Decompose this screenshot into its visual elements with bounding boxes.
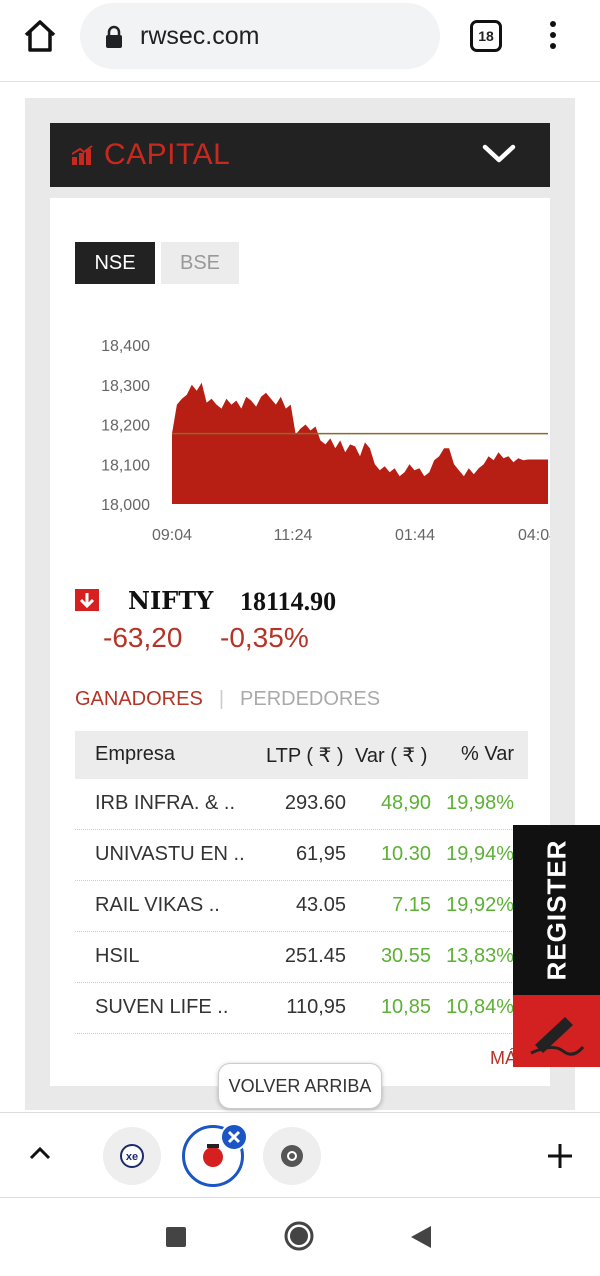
y-tick-label: 18,000: [101, 497, 150, 514]
header-var: Var ( ₹ ): [355, 745, 428, 767]
browser-toolbar: rwsec.com 18: [0, 0, 600, 82]
register-side-tab[interactable]: REGISTER: [513, 825, 600, 995]
tab-bse[interactable]: BSE: [161, 242, 239, 284]
home-icon[interactable]: [20, 18, 60, 54]
var-value: 7.15: [392, 894, 431, 916]
ltp-value: 61,95: [295, 843, 346, 865]
home-nav-icon[interactable]: [283, 1220, 315, 1257]
chevron-down-icon[interactable]: [482, 143, 516, 170]
down-arrow-icon: [75, 589, 99, 611]
lock-icon: [104, 25, 124, 54]
y-tick-label: 18,300: [101, 378, 150, 395]
android-nav-bar: [0, 1198, 600, 1276]
x-tick-label: 04:04: [518, 527, 550, 544]
pct-value: 19,92%: [446, 894, 514, 916]
ltp-value: 110,95: [286, 996, 346, 1018]
ltp-value: 251.45: [284, 945, 346, 967]
header-company: Empresa: [95, 743, 176, 765]
header-pct: % Var: [461, 743, 514, 765]
section-title: CAPITAL: [104, 138, 231, 171]
table-row[interactable]: IRB INFRA. & .. 293.60 48,90 19,98%: [75, 779, 528, 830]
x-tick-label: 09:04: [152, 527, 192, 544]
table-row[interactable]: UNIVASTU EN .. 61,95 10.30 19,94%: [75, 830, 528, 881]
tab-favicon-active[interactable]: [182, 1125, 244, 1187]
company-name[interactable]: RAIL VIKAS ..: [95, 894, 220, 916]
table-row[interactable]: SUVEN LIFE .. 110,95 10,85 10,84%: [75, 983, 528, 1034]
table-row[interactable]: RAIL VIKAS .. 43.05 7.15 19,92%: [75, 881, 528, 932]
x-tick-label: 01:44: [395, 527, 435, 544]
pct-value: 19,98%: [446, 792, 514, 814]
y-tick-label: 18,400: [101, 338, 150, 355]
pct-value: 13,83%: [446, 945, 514, 967]
tab-favicon-chrome[interactable]: [263, 1127, 321, 1185]
x-tick-label: 11:24: [274, 527, 313, 544]
table-row[interactable]: HSIL 251.45 30.55 13,83%: [75, 932, 528, 983]
recents-icon[interactable]: [165, 1226, 187, 1253]
company-name[interactable]: SUVEN LIFE ..: [95, 996, 229, 1018]
tab-losers[interactable]: PERDEDORES: [240, 688, 381, 710]
ltp-value: 43.05: [295, 894, 346, 916]
ltp-value: 293.60: [284, 792, 346, 814]
pct-value: 10,84%: [446, 996, 514, 1018]
index-value: 18114.90: [240, 587, 337, 616]
tab-favicon-xe[interactable]: xe: [103, 1127, 161, 1185]
back-to-top-button[interactable]: VOLVER ARRIBA: [218, 1063, 382, 1109]
tab-nse[interactable]: NSE: [75, 242, 155, 284]
back-nav-icon[interactable]: [410, 1225, 432, 1254]
gainers-table: Empresa LTP ( ₹ ) Var ( ₹ ) % Var IRB IN…: [75, 731, 528, 1034]
signature-pen-icon[interactable]: [513, 995, 600, 1067]
y-tick-label: 18,100: [101, 457, 150, 474]
company-name[interactable]: IRB INFRA. & ..: [95, 792, 236, 814]
table-header: Empresa LTP ( ₹ ) Var ( ₹ ) % Var: [75, 731, 528, 779]
movers-tabs: GANADORES | PERDEDORES: [75, 688, 380, 711]
close-tab-icon[interactable]: [220, 1123, 248, 1151]
tab-switcher-button[interactable]: 18: [470, 20, 502, 52]
address-bar[interactable]: rwsec.com: [80, 3, 440, 69]
tab-strip: xe: [0, 1112, 600, 1198]
pct-value: 19,94%: [446, 843, 514, 865]
register-label: REGISTER: [541, 839, 572, 981]
company-name[interactable]: UNIVASTU EN ..: [95, 843, 245, 865]
var-value: 10.30: [380, 843, 431, 865]
var-value: 48,90: [380, 792, 431, 814]
tab-separator: |: [218, 688, 225, 710]
y-tick-label: 18,200: [101, 418, 150, 435]
capital-section-header[interactable]: CAPITAL: [50, 123, 550, 187]
tab-gainers[interactable]: GANADORES: [75, 688, 203, 710]
company-name[interactable]: HSIL: [95, 945, 140, 967]
url-text: rwsec.com: [140, 22, 260, 50]
var-value: 10,85: [380, 996, 431, 1018]
new-tab-plus-icon[interactable]: [545, 1141, 575, 1176]
svg-text:xe: xe: [126, 1151, 138, 1163]
var-value: 30.55: [380, 945, 431, 967]
more-menu-icon[interactable]: [545, 18, 561, 54]
chevron-up-icon[interactable]: [28, 1143, 52, 1168]
index-change: -63,20: [103, 622, 183, 653]
price-area: [172, 382, 548, 504]
index-change-percent: -0,35%: [220, 622, 309, 653]
header-ltp: LTP ( ₹ ): [266, 745, 344, 767]
bar-chart-icon: [71, 145, 94, 170]
market-card: NSE BSE 18,400 18,300 18,200 18,100 18,000 09…: [50, 198, 550, 1086]
index-name: NIFTY: [128, 586, 214, 615]
